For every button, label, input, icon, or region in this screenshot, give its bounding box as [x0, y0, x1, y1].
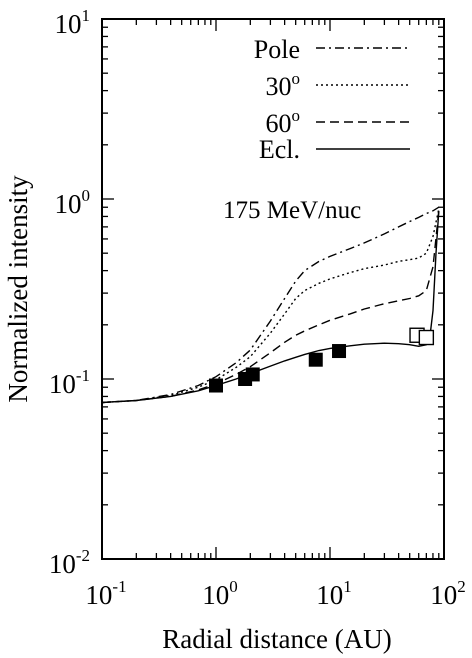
- legend-label-pole: Pole: [254, 35, 300, 64]
- filled-square-marker: [308, 352, 323, 367]
- x-tick-label: 101: [316, 577, 352, 610]
- x-tick-label: 100: [202, 577, 238, 610]
- legend-label-30: 30o: [266, 69, 301, 101]
- open-square-marker: [418, 329, 435, 346]
- series-lines: [101, 206, 440, 404]
- axis-ticks: [101, 19, 444, 560]
- x-tick-label: 102: [430, 577, 466, 610]
- filled-square-marker: [332, 344, 347, 359]
- y-tick-label: 101: [55, 6, 91, 39]
- series-line-30: [101, 208, 440, 404]
- filled-square-marker: [245, 367, 260, 382]
- y-tick-label: 10-2: [49, 546, 90, 579]
- legend-label-60: 60o: [266, 106, 301, 138]
- energy-annotation: 175 MeV/nuc: [223, 197, 361, 224]
- data-markers: [209, 327, 435, 393]
- x-tick-label: 10-1: [85, 577, 126, 610]
- y-axis-title: Normalized intensity: [3, 175, 33, 403]
- series-line-ecl: [101, 210, 440, 404]
- series-line-pole: [101, 206, 440, 404]
- y-tick-label: 10-1: [49, 366, 90, 399]
- y-tick-label: 100: [55, 186, 91, 219]
- x-tick-labels: 10-1 100 101 102: [85, 577, 465, 610]
- legend-label-ecl: Ecl.: [259, 135, 300, 164]
- y-tick-labels: 10-2 10-1 100 101: [49, 6, 90, 579]
- x-axis-title: Radial distance (AU): [162, 624, 391, 654]
- series-line-60: [101, 210, 440, 404]
- filled-square-marker: [209, 378, 223, 393]
- plot-frame: [101, 18, 445, 560]
- legend: Pole 30o 60o Ecl.: [254, 35, 410, 164]
